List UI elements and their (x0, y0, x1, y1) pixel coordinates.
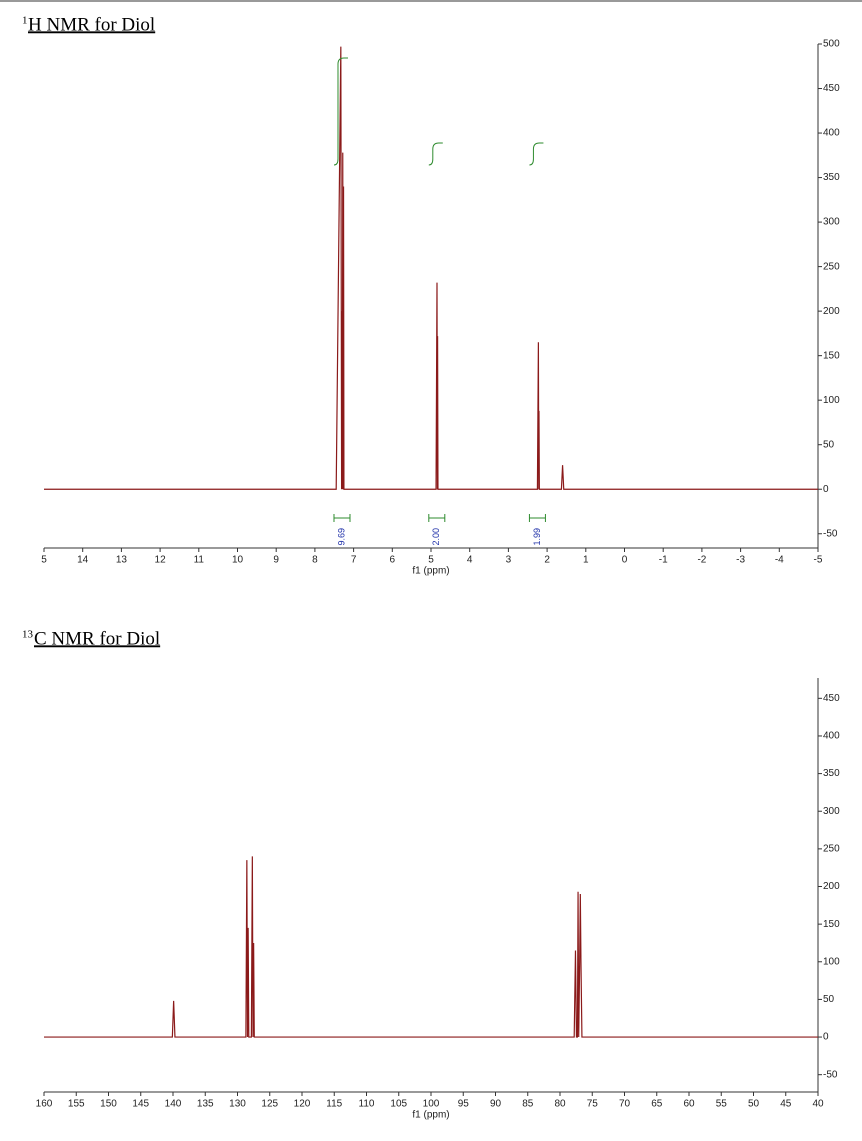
y-tick-label: 200 (823, 881, 840, 892)
x-tick-label: 13 (116, 555, 128, 566)
x-tick-label: -1 (659, 555, 668, 566)
x-tick-label: 120 (294, 1099, 311, 1110)
x-tick-label: 3 (506, 555, 512, 566)
y-tick-label: 300 (823, 806, 840, 817)
x-tick-label: 80 (554, 1099, 566, 1110)
x-tick-label: 90 (490, 1099, 502, 1110)
y-tick-label: 450 (823, 693, 840, 704)
x-tick-label: 0 (622, 555, 628, 566)
y-tick-label: 350 (823, 172, 840, 183)
spectrum-line (44, 856, 818, 1038)
x-tick-label: -4 (775, 555, 784, 566)
x-tick-label: 100 (423, 1099, 440, 1110)
x-axis-label: f1 (ppm) (412, 1110, 449, 1121)
x-tick-label: 105 (390, 1099, 407, 1110)
x-tick-label: 135 (197, 1099, 214, 1110)
x-tick-label: 155 (68, 1099, 85, 1110)
x-tick-label: 12 (155, 555, 167, 566)
integral-label: 9.69 (336, 528, 346, 546)
integral-label: 1.99 (532, 528, 542, 546)
spectrum-line (44, 46, 818, 490)
y-tick-label: 0 (823, 1032, 829, 1043)
y-tick-label: 50 (823, 439, 835, 450)
y-tick-label: 100 (823, 956, 840, 967)
integral-bracket (428, 514, 446, 522)
x-tick-label: 65 (651, 1099, 663, 1110)
x-tick-label: 45 (780, 1099, 792, 1110)
title-sup: 13 (22, 629, 34, 641)
integral-curve (529, 142, 544, 166)
y-tick-label: 150 (823, 919, 840, 930)
chart-title: C NMR for Diol (34, 628, 160, 649)
x-tick-label: 130 (229, 1099, 246, 1110)
chart-title: H NMR for Diol (28, 14, 155, 35)
x-tick-label: 40 (812, 1099, 824, 1110)
x-tick-label: 10 (232, 555, 244, 566)
x-tick-label: 4 (467, 555, 473, 566)
x-tick-label: 1 (583, 555, 589, 566)
x-tick-label: 2 (544, 555, 550, 566)
x-tick-label: 125 (261, 1099, 278, 1110)
integral-bracket (528, 514, 546, 522)
y-tick-label: 400 (823, 731, 840, 742)
integral-label: 2.00 (431, 528, 441, 546)
x-tick-label: 115 (326, 1099, 342, 1110)
x-tick-label: -5 (814, 555, 823, 566)
integral-curve (333, 57, 348, 166)
x-tick-label: 7 (351, 555, 357, 566)
x-tick-label: 110 (359, 1099, 375, 1110)
y-tick-label: 450 (823, 83, 840, 94)
x-tick-label: 70 (619, 1099, 631, 1110)
y-tick-label: 150 (823, 350, 840, 361)
x-tick-label: 50 (748, 1099, 760, 1110)
x-axis-label: f1 (ppm) (412, 566, 449, 577)
x-tick-label: -3 (736, 555, 745, 566)
x-tick-label: 60 (683, 1099, 695, 1110)
y-tick-label: 500 (823, 39, 840, 50)
x-tick-label: 11 (194, 555, 205, 566)
x-tick-label: -2 (697, 555, 706, 566)
y-tick-label: -50 (823, 1069, 838, 1080)
title-sup: 1 (22, 15, 28, 27)
x-tick-label: 55 (716, 1099, 728, 1110)
x-tick-label: 150 (100, 1099, 117, 1110)
x-tick-label: 140 (165, 1099, 182, 1110)
y-tick-label: 250 (823, 844, 840, 855)
x-tick-label: 95 (458, 1099, 470, 1110)
x-tick-label: 5 (428, 555, 434, 566)
y-tick-label: 0 (823, 484, 829, 495)
y-tick-label: 50 (823, 994, 835, 1005)
x-tick-label: 145 (132, 1099, 149, 1110)
y-tick-label: 300 (823, 217, 840, 228)
y-tick-label: 350 (823, 768, 840, 779)
x-tick-label: 9 (273, 555, 279, 566)
x-tick-label: 85 (522, 1099, 534, 1110)
integral-curve (428, 142, 443, 166)
integral-bracket (333, 514, 351, 522)
x-tick-label: 14 (77, 555, 89, 566)
y-tick-label: 200 (823, 306, 840, 317)
y-tick-label: 250 (823, 261, 840, 272)
x-tick-label: 6 (390, 555, 396, 566)
x-tick-label: 75 (587, 1099, 599, 1110)
y-tick-label: -50 (823, 528, 838, 539)
x-tick-label: 8 (312, 555, 318, 566)
x-tick-label: 5 (41, 555, 47, 566)
x-tick-label: 160 (36, 1099, 53, 1110)
y-tick-label: 100 (823, 395, 840, 406)
y-tick-label: 400 (823, 128, 840, 139)
